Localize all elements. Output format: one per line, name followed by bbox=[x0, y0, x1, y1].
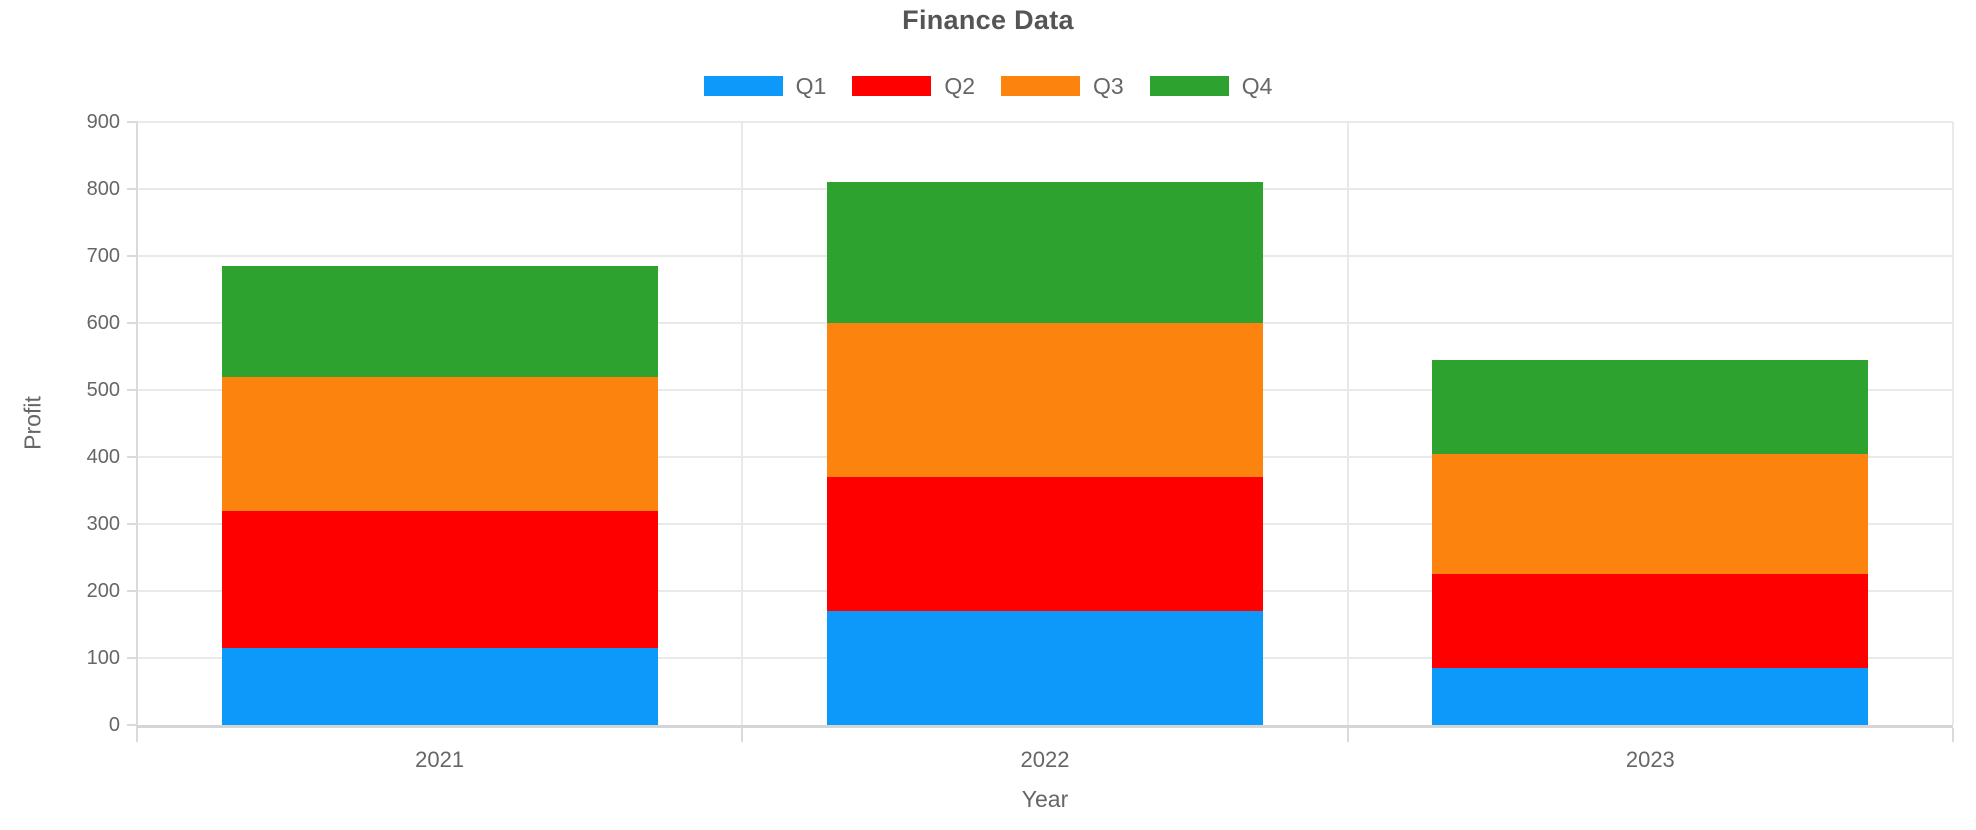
y-tick-label: 400 bbox=[86, 446, 120, 468]
v-gridline bbox=[1346, 122, 1349, 725]
legend-swatch-q4 bbox=[1149, 76, 1229, 96]
bar-2022-q4-segment[interactable] bbox=[827, 182, 1263, 323]
h-gridline-900 bbox=[137, 121, 1953, 123]
bar-2021-q2-segment[interactable] bbox=[221, 510, 658, 648]
y-tick-label: 100 bbox=[86, 647, 120, 669]
legend: Q1 Q2 Q3 Q4 bbox=[0, 72, 1976, 100]
y-tick-mark bbox=[127, 255, 137, 257]
bar-2023-q3-segment[interactable] bbox=[1432, 453, 1869, 575]
y-tick-label: 700 bbox=[86, 245, 120, 267]
bar-2023-q2-segment[interactable] bbox=[1432, 574, 1869, 669]
legend-swatch-q3 bbox=[1001, 76, 1080, 96]
y-tick-mark bbox=[127, 456, 137, 458]
legend-label: Q3 bbox=[1093, 72, 1124, 99]
y-tick-mark bbox=[127, 322, 137, 324]
y-tick-label: 800 bbox=[86, 178, 120, 200]
y-tick-label: 300 bbox=[86, 513, 120, 535]
y-tick-mark bbox=[127, 724, 137, 726]
y-tick-label: 500 bbox=[86, 379, 120, 401]
y-tick-mark bbox=[127, 590, 137, 592]
y-tick-mark bbox=[127, 389, 137, 391]
bar-2021-q4-segment[interactable] bbox=[221, 266, 658, 377]
x-tick-mark bbox=[1346, 728, 1349, 742]
bar-2022-q1-segment[interactable] bbox=[827, 611, 1263, 725]
plot-area bbox=[137, 121, 1954, 725]
y-tick-label: 600 bbox=[86, 312, 120, 334]
legend-label: Q2 bbox=[944, 72, 975, 99]
bar-2023-q1-segment[interactable] bbox=[1432, 668, 1869, 725]
chart-title: Finance Data bbox=[902, 5, 1074, 35]
legend-swatch-q2 bbox=[852, 76, 932, 96]
bar-2021-q1-segment[interactable] bbox=[221, 647, 658, 725]
v-gridline bbox=[741, 122, 744, 725]
y-axis-line bbox=[136, 122, 138, 740]
y-tick-label: 900 bbox=[86, 111, 120, 133]
legend-label: Q1 bbox=[795, 72, 827, 99]
y-tick-mark bbox=[127, 657, 137, 659]
x-tick-label-2021: 2021 bbox=[415, 747, 465, 772]
v-gridline bbox=[1952, 122, 1954, 725]
legend-item-q2[interactable]: Q2 bbox=[852, 73, 975, 100]
y-tick-mark bbox=[127, 188, 137, 190]
y-tick-mark bbox=[127, 523, 137, 525]
x-tick-mark bbox=[741, 728, 744, 742]
bar-2022-q2-segment[interactable] bbox=[827, 477, 1263, 612]
y-axis-title: Profit bbox=[19, 396, 46, 450]
x-tick-label-2022: 2022 bbox=[1020, 747, 1070, 772]
x-tick-mark bbox=[136, 728, 138, 742]
legend-item-q4[interactable]: Q4 bbox=[1149, 72, 1273, 100]
bar-2021-q3-segment[interactable] bbox=[221, 376, 658, 511]
y-tick-label: 200 bbox=[86, 580, 120, 602]
bar-2022-q3-segment[interactable] bbox=[827, 323, 1263, 478]
x-axis-title: Year bbox=[1021, 786, 1069, 812]
legend-item-q1[interactable]: Q1 bbox=[703, 72, 827, 100]
y-tick-label: 0 bbox=[108, 714, 120, 736]
legend-label: Q4 bbox=[1241, 72, 1273, 99]
x-axis-line bbox=[137, 725, 1953, 728]
bar-2023-q4-segment[interactable] bbox=[1432, 359, 1869, 454]
legend-item-q3[interactable]: Q3 bbox=[1001, 73, 1124, 100]
x-tick-label-2023: 2023 bbox=[1625, 747, 1675, 772]
y-tick-mark bbox=[127, 121, 137, 123]
legend-swatch-q1 bbox=[703, 76, 783, 96]
x-tick-mark bbox=[1952, 728, 1954, 742]
